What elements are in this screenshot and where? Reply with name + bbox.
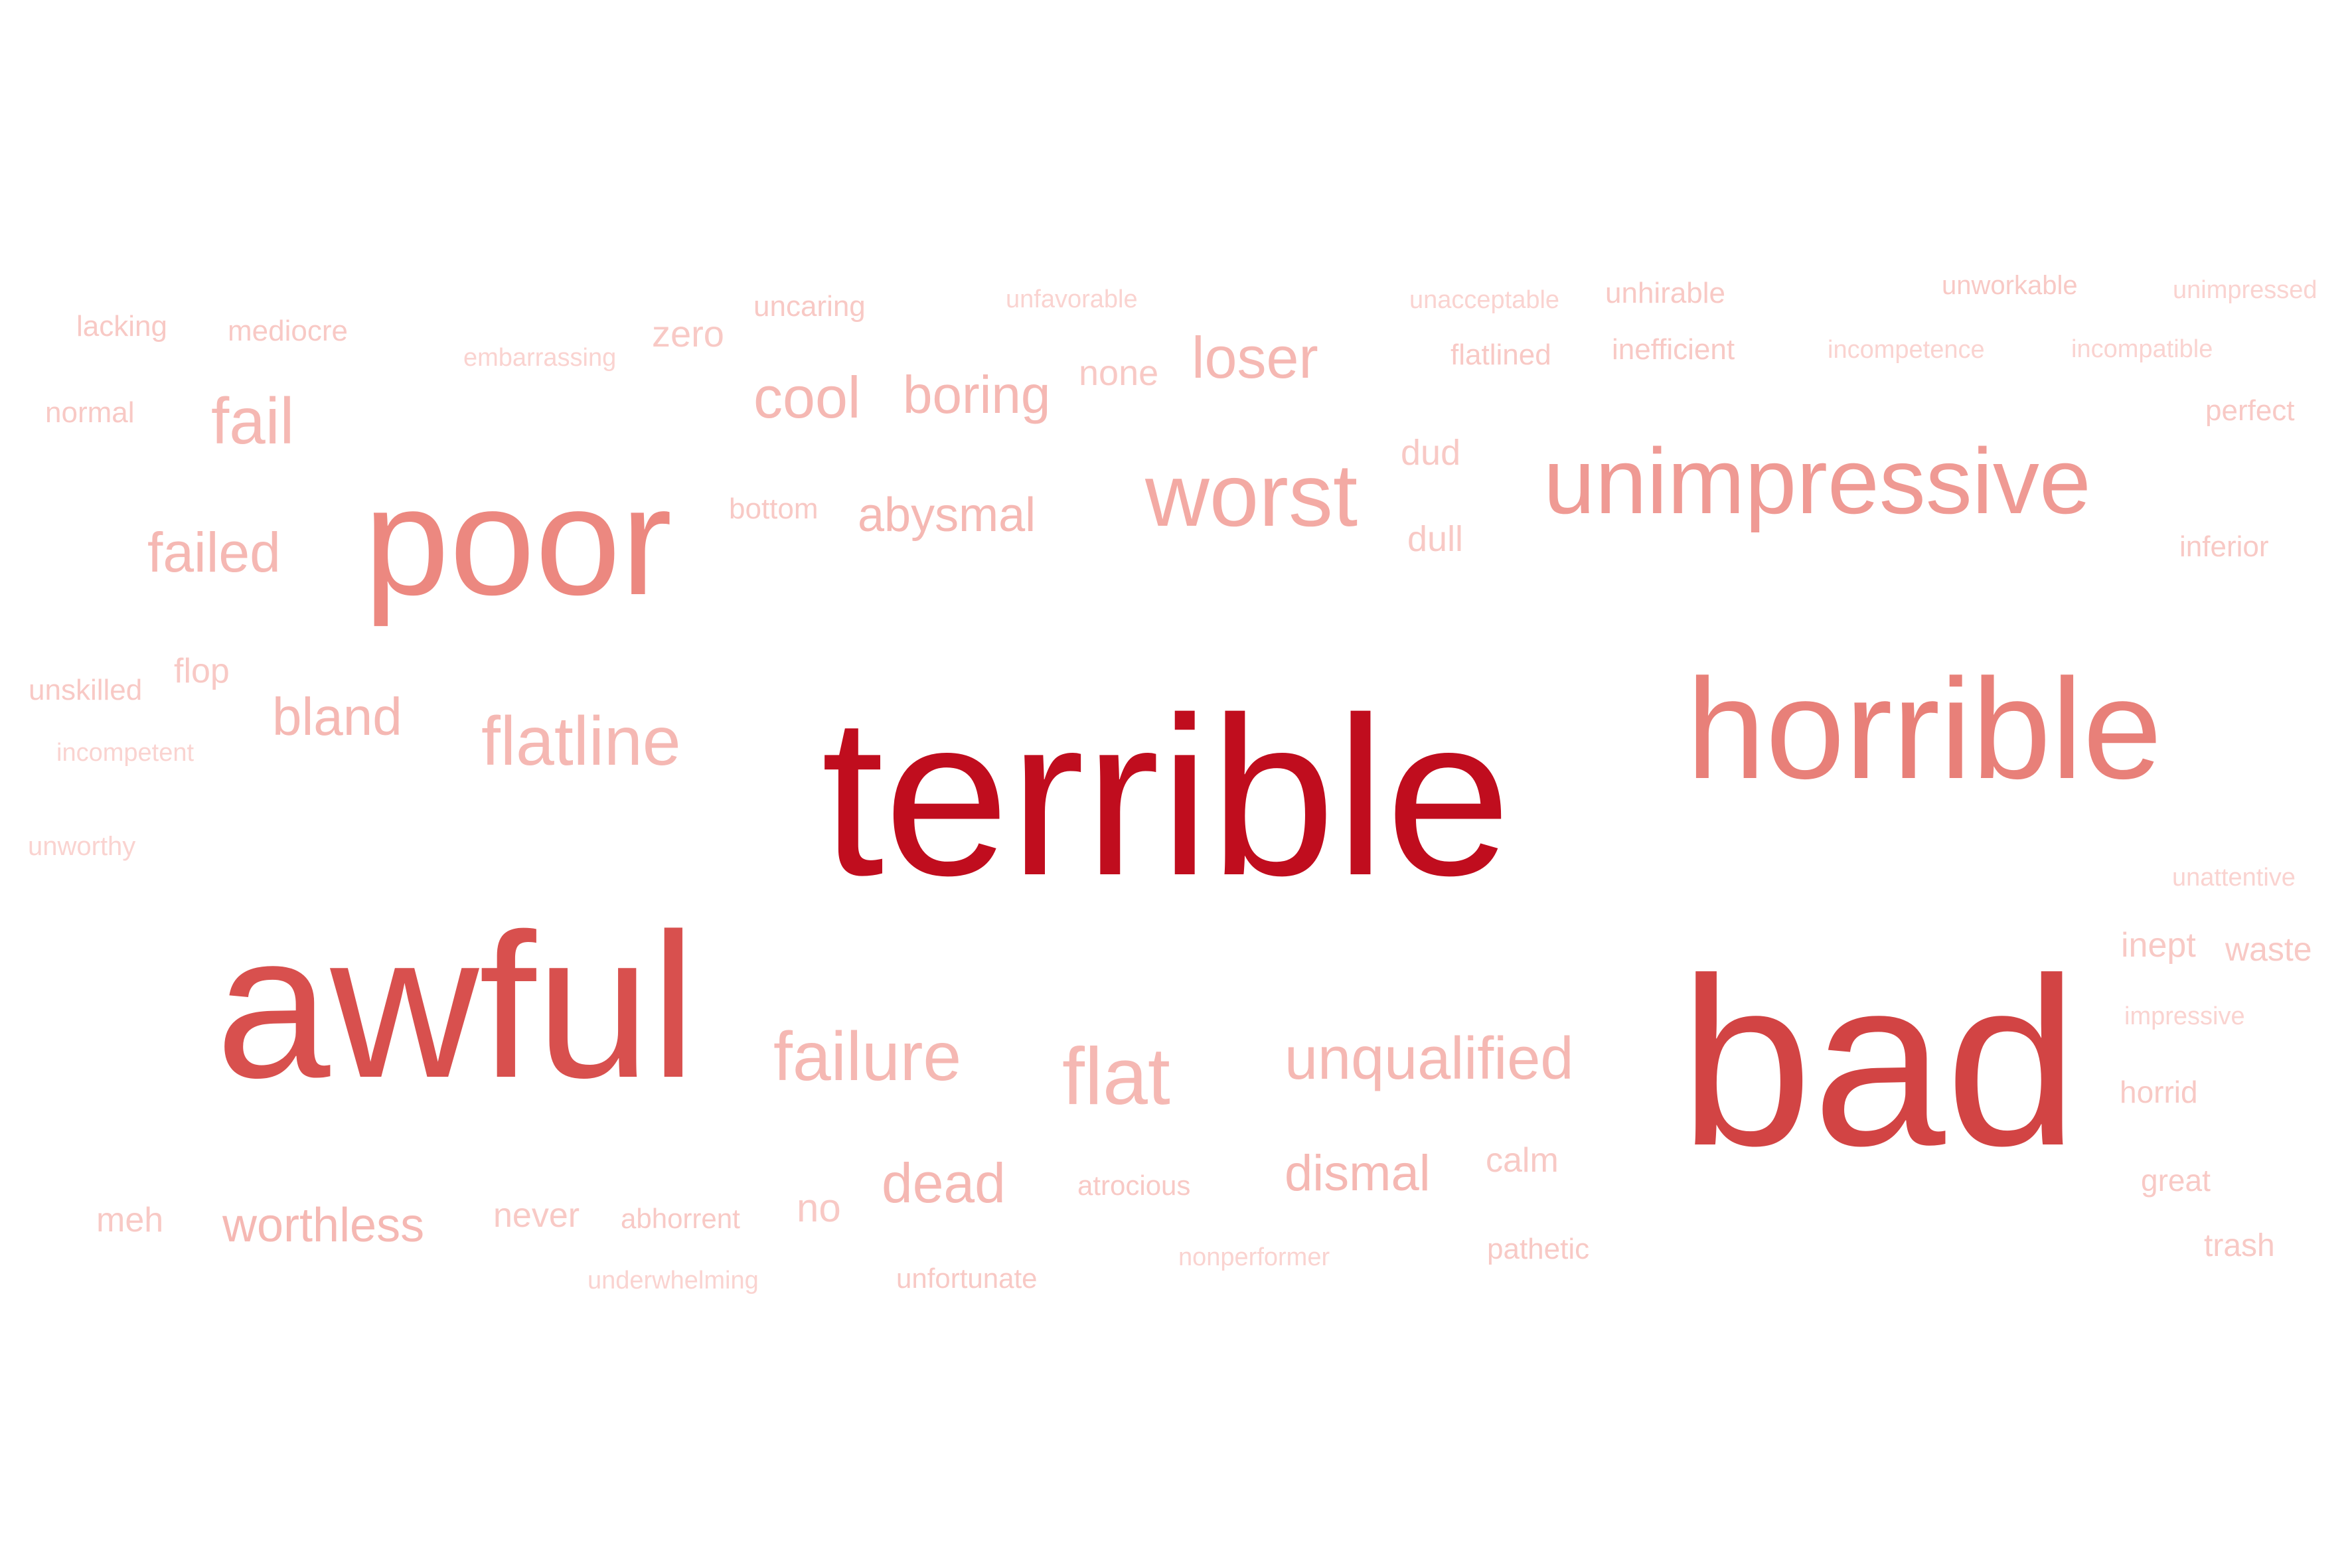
word-inferior: inferior — [2179, 530, 2269, 563]
word-impressive: impressive — [2124, 1002, 2245, 1030]
word-abysmal: abysmal — [858, 489, 1036, 542]
word-abhorrent: abhorrent — [621, 1203, 740, 1234]
word-worthless: worthless — [222, 1199, 425, 1252]
word-underwhelming: underwhelming — [588, 1267, 759, 1294]
word-unworthy: unworthy — [28, 832, 136, 861]
word-incompetence: incompetence — [1828, 336, 1985, 364]
word-unimpressed: unimpressed — [2173, 276, 2317, 304]
word-failed: failed — [147, 521, 281, 584]
word-none: none — [1079, 353, 1159, 393]
word-unattentive: unattentive — [2172, 864, 2296, 892]
word-waste: waste — [2225, 931, 2312, 968]
word-unimpressive: unimpressive — [1543, 429, 2091, 533]
word-flat: flat — [1062, 1031, 1170, 1121]
word-loser: loser — [1192, 325, 1318, 390]
word-perfect: perfect — [2205, 394, 2295, 427]
word-inept: inept — [2121, 926, 2196, 965]
word-bottom: bottom — [729, 493, 819, 525]
word-bland: bland — [272, 687, 402, 746]
word-failure: failure — [773, 1018, 962, 1095]
word-normal: normal — [45, 396, 135, 429]
word-poor: poor — [364, 455, 672, 627]
word-unworkable: unworkable — [1942, 271, 2078, 300]
word-no: no — [797, 1186, 841, 1230]
word-unfavorable: unfavorable — [1006, 285, 1138, 313]
word-never: never — [493, 1196, 580, 1235]
word-pathetic: pathetic — [1487, 1233, 1590, 1265]
word-horrible: horrible — [1686, 649, 2163, 809]
word-uncaring: uncaring — [753, 290, 866, 323]
word-inefficient: inefficient — [1612, 333, 1735, 366]
word-unqualified: unqualified — [1285, 1026, 1574, 1092]
word-lacking: lacking — [76, 310, 167, 343]
word-mediocre: mediocre — [228, 315, 348, 347]
word-flop: flop — [174, 652, 230, 690]
word-bad: bad — [1680, 929, 2078, 1196]
word-meh: meh — [96, 1201, 164, 1239]
word-zero: zero — [652, 313, 724, 354]
word-incompetent: incompetent — [56, 739, 195, 767]
word-dull: dull — [1407, 519, 1464, 559]
word-trash: trash — [2204, 1228, 2275, 1263]
word-dud: dud — [1401, 433, 1461, 473]
word-calm: calm — [1486, 1141, 1559, 1180]
word-dead: dead — [882, 1152, 1006, 1214]
word-fail: fail — [211, 384, 295, 457]
word-dismal: dismal — [1285, 1145, 1431, 1202]
word-atrocious: atrocious — [1077, 1170, 1191, 1201]
word-horrid: horrid — [2120, 1075, 2198, 1109]
word-boring: boring — [903, 365, 1051, 424]
word-flatlined: flatlined — [1450, 339, 1551, 371]
word-incompatible: incompatible — [2071, 335, 2213, 363]
word-embarrassing: embarrassing — [463, 344, 617, 372]
word-unhirable: unhirable — [1605, 277, 1726, 309]
word-unacceptable: unacceptable — [1409, 286, 1560, 314]
word-unfortunate: unfortunate — [896, 1263, 1038, 1294]
word-nonperformer: nonperformer — [1178, 1243, 1330, 1271]
word-awful: awful — [216, 890, 696, 1121]
word-worst: worst — [1145, 446, 1358, 545]
word-flatline: flatline — [481, 703, 681, 780]
word-terrible: terrible — [821, 670, 1512, 923]
word-unskilled: unskilled — [29, 674, 143, 706]
word-cool: cool — [753, 364, 861, 430]
word-great: great — [2141, 1163, 2211, 1198]
